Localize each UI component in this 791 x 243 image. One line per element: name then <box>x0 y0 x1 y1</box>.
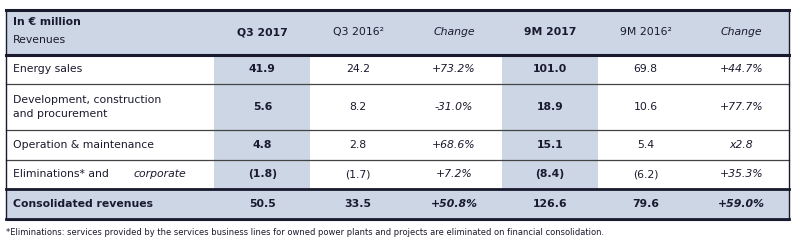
Text: 41.9: 41.9 <box>249 64 276 74</box>
Text: 9M 2017: 9M 2017 <box>524 27 576 37</box>
Text: In € million: In € million <box>13 17 81 27</box>
Text: 79.6: 79.6 <box>632 199 659 209</box>
Text: +68.6%: +68.6% <box>432 140 476 150</box>
Text: corporate: corporate <box>134 169 187 179</box>
Bar <box>214 160 310 189</box>
Text: Change: Change <box>721 27 763 37</box>
Text: and procurement: and procurement <box>13 109 107 119</box>
Text: 2.8: 2.8 <box>350 140 367 150</box>
Text: Q3 2016²: Q3 2016² <box>333 27 384 37</box>
Text: 9M 2016²: 9M 2016² <box>619 27 672 37</box>
Text: +50.8%: +50.8% <box>430 199 478 209</box>
Bar <box>214 84 310 130</box>
Text: +7.2%: +7.2% <box>436 169 472 179</box>
Bar <box>6 189 789 219</box>
Text: *Eliminations: services provided by the services business lines for owned power : *Eliminations: services provided by the … <box>6 228 604 237</box>
Text: (1.7): (1.7) <box>346 169 371 179</box>
Text: x2.8: x2.8 <box>729 140 753 150</box>
Bar <box>502 84 598 130</box>
Text: 18.9: 18.9 <box>536 102 563 112</box>
Text: 5.6: 5.6 <box>252 102 272 112</box>
Bar <box>6 130 789 160</box>
Bar <box>502 189 598 219</box>
Text: 33.5: 33.5 <box>345 199 372 209</box>
Bar <box>6 160 789 189</box>
Text: (1.8): (1.8) <box>248 169 277 179</box>
Text: Q3 2017: Q3 2017 <box>237 27 288 37</box>
Text: -31.0%: -31.0% <box>435 102 473 112</box>
Text: +59.0%: +59.0% <box>718 199 765 209</box>
Text: Eliminations* and: Eliminations* and <box>13 169 112 179</box>
Text: Operation & maintenance: Operation & maintenance <box>13 140 153 150</box>
Bar <box>6 10 789 55</box>
Bar <box>502 160 598 189</box>
Text: Energy sales: Energy sales <box>13 64 82 74</box>
Text: +77.7%: +77.7% <box>720 102 763 112</box>
Text: Consolidated revenues: Consolidated revenues <box>13 199 153 209</box>
Text: 69.8: 69.8 <box>634 64 657 74</box>
Text: Development, construction: Development, construction <box>13 95 161 105</box>
Bar <box>214 189 310 219</box>
Bar <box>6 84 789 130</box>
Bar <box>6 55 789 84</box>
Text: (6.2): (6.2) <box>633 169 658 179</box>
Bar <box>502 130 598 160</box>
Bar <box>502 55 598 84</box>
Text: (8.4): (8.4) <box>536 169 565 179</box>
Bar <box>214 130 310 160</box>
Text: +44.7%: +44.7% <box>720 64 763 74</box>
Text: +73.2%: +73.2% <box>432 64 476 74</box>
Text: Change: Change <box>433 27 475 37</box>
Text: 50.5: 50.5 <box>249 199 276 209</box>
Bar <box>214 55 310 84</box>
Text: 126.6: 126.6 <box>532 199 567 209</box>
Text: +35.3%: +35.3% <box>720 169 763 179</box>
Text: 15.1: 15.1 <box>536 140 563 150</box>
Text: 101.0: 101.0 <box>532 64 567 74</box>
Text: 8.2: 8.2 <box>350 102 367 112</box>
Text: 24.2: 24.2 <box>346 64 370 74</box>
Text: 4.8: 4.8 <box>252 140 272 150</box>
Text: 10.6: 10.6 <box>634 102 658 112</box>
Text: Revenues: Revenues <box>13 35 66 45</box>
Text: 5.4: 5.4 <box>637 140 654 150</box>
